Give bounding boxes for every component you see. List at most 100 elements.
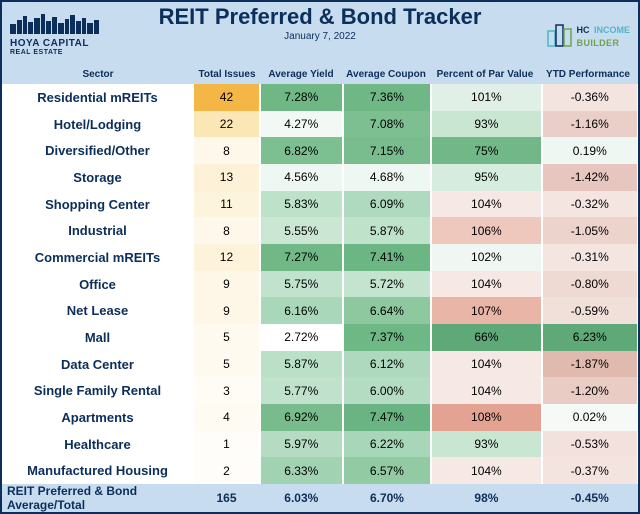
total-label: REIT Preferred & Bond Average/Total bbox=[3, 484, 192, 512]
logo-hc: HC bbox=[577, 25, 590, 35]
value-cell: 7.08% bbox=[344, 111, 431, 138]
table-row: Diversified/Other86.82%7.15%75%0.19% bbox=[2, 137, 638, 164]
skyline-icon bbox=[10, 12, 100, 34]
value-cell: 9 bbox=[194, 271, 259, 298]
value-cell: 104% bbox=[432, 271, 540, 298]
value-cell: 12 bbox=[194, 244, 259, 271]
total-value: -0.45% bbox=[543, 484, 637, 512]
value-cell: 95% bbox=[432, 164, 540, 191]
value-cell: 1 bbox=[194, 431, 259, 458]
value-cell: -0.59% bbox=[543, 297, 637, 324]
value-cell: 104% bbox=[432, 351, 540, 378]
col-header: Sector bbox=[2, 69, 194, 80]
value-cell: 22 bbox=[194, 111, 259, 138]
value-cell: -1.42% bbox=[543, 164, 637, 191]
total-value: 98% bbox=[432, 484, 540, 512]
total-row: REIT Preferred & Bond Average/Total1656.… bbox=[2, 484, 638, 512]
value-cell: 5.77% bbox=[261, 377, 342, 404]
value-cell: 7.47% bbox=[344, 404, 431, 431]
value-cell: 5.55% bbox=[261, 217, 342, 244]
tracker-frame: HOYA CAPITAL REAL ESTATE REIT Preferred … bbox=[0, 0, 640, 514]
sector-cell: Mall bbox=[3, 324, 192, 351]
table-row: Apartments46.92%7.47%108%0.02% bbox=[2, 404, 638, 431]
buildings-icon bbox=[547, 21, 573, 47]
sector-cell: Residential mREITs bbox=[3, 84, 192, 111]
total-value: 6.70% bbox=[344, 484, 431, 512]
table-row: Shopping Center115.83%6.09%104%-0.32% bbox=[2, 191, 638, 218]
logo-hoya: HOYA CAPITAL REAL ESTATE bbox=[10, 12, 100, 56]
value-cell: 106% bbox=[432, 217, 540, 244]
value-cell: 0.19% bbox=[543, 137, 637, 164]
total-value: 165 bbox=[194, 484, 259, 512]
value-cell: 6.16% bbox=[261, 297, 342, 324]
sector-cell: Apartments bbox=[3, 404, 192, 431]
value-cell: -1.16% bbox=[543, 111, 637, 138]
logo-income: INCOME bbox=[594, 25, 630, 35]
value-cell: 104% bbox=[432, 457, 540, 484]
value-cell: 5.97% bbox=[261, 431, 342, 458]
value-cell: 5 bbox=[194, 351, 259, 378]
logo-hoya-sub: REAL ESTATE bbox=[10, 49, 100, 56]
value-cell: 5.87% bbox=[261, 351, 342, 378]
value-cell: 7.15% bbox=[344, 137, 431, 164]
sector-cell: Healthcare bbox=[3, 431, 192, 458]
table-rows: Residential mREITs427.28%7.36%101%-0.36%… bbox=[2, 84, 638, 512]
value-cell: 7.27% bbox=[261, 244, 342, 271]
value-cell: 107% bbox=[432, 297, 540, 324]
sector-cell: Shopping Center bbox=[3, 191, 192, 218]
value-cell: 8 bbox=[194, 217, 259, 244]
value-cell: -1.20% bbox=[543, 377, 637, 404]
value-cell: 75% bbox=[432, 137, 540, 164]
value-cell: 42 bbox=[194, 84, 259, 111]
table-row: Residential mREITs427.28%7.36%101%-0.36% bbox=[2, 84, 638, 111]
value-cell: 6.12% bbox=[344, 351, 431, 378]
value-cell: 2.72% bbox=[261, 324, 342, 351]
value-cell: 6.82% bbox=[261, 137, 342, 164]
sector-cell: Industrial bbox=[3, 217, 192, 244]
value-cell: 101% bbox=[432, 84, 540, 111]
value-cell: 5.87% bbox=[344, 217, 431, 244]
value-cell: 7.28% bbox=[261, 84, 342, 111]
table-row: Data Center55.87%6.12%104%-1.87% bbox=[2, 351, 638, 378]
sector-cell: Single Family Rental bbox=[3, 377, 192, 404]
total-value: 6.03% bbox=[261, 484, 342, 512]
value-cell: 11 bbox=[194, 191, 259, 218]
value-cell: 66% bbox=[432, 324, 540, 351]
value-cell: 0.02% bbox=[543, 404, 637, 431]
value-cell: -0.32% bbox=[543, 191, 637, 218]
value-cell: 2 bbox=[194, 457, 259, 484]
value-cell: -0.31% bbox=[543, 244, 637, 271]
value-cell: 4.68% bbox=[344, 164, 431, 191]
sector-cell: Commercial mREITs bbox=[3, 244, 192, 271]
logo-hoya-text: HOYA CAPITAL bbox=[10, 39, 100, 49]
col-header: YTD Performance bbox=[540, 69, 636, 80]
value-cell: 13 bbox=[194, 164, 259, 191]
value-cell: 4 bbox=[194, 404, 259, 431]
value-cell: 93% bbox=[432, 431, 540, 458]
value-cell: 7.37% bbox=[344, 324, 431, 351]
value-cell: 104% bbox=[432, 377, 540, 404]
logo-right-text: HC INCOME BUILDER bbox=[577, 20, 630, 48]
sector-cell: Storage bbox=[3, 164, 192, 191]
sector-cell: Net Lease bbox=[3, 297, 192, 324]
sector-cell: Office bbox=[3, 271, 192, 298]
value-cell: 102% bbox=[432, 244, 540, 271]
column-headers: SectorTotal IssuesAverage YieldAverage C… bbox=[2, 64, 638, 84]
value-cell: 104% bbox=[432, 191, 540, 218]
sector-cell: Data Center bbox=[3, 351, 192, 378]
value-cell: 6.57% bbox=[344, 457, 431, 484]
value-cell: -1.05% bbox=[543, 217, 637, 244]
table-row: Manufactured Housing26.33%6.57%104%-0.37… bbox=[2, 457, 638, 484]
value-cell: 4.27% bbox=[261, 111, 342, 138]
value-cell: -1.87% bbox=[543, 351, 637, 378]
sector-cell: Manufactured Housing bbox=[3, 457, 192, 484]
table-row: Commercial mREITs127.27%7.41%102%-0.31% bbox=[2, 244, 638, 271]
sector-cell: Diversified/Other bbox=[3, 137, 192, 164]
header: HOYA CAPITAL REAL ESTATE REIT Preferred … bbox=[2, 2, 638, 64]
value-cell: 6.92% bbox=[261, 404, 342, 431]
value-cell: -0.80% bbox=[543, 271, 637, 298]
col-header: Average Coupon bbox=[342, 69, 430, 80]
logo-hoya-block: HOYA CAPITAL REAL ESTATE bbox=[10, 12, 100, 56]
col-header: Percent of Par Value bbox=[430, 69, 540, 80]
table-row: Industrial85.55%5.87%106%-1.05% bbox=[2, 217, 638, 244]
